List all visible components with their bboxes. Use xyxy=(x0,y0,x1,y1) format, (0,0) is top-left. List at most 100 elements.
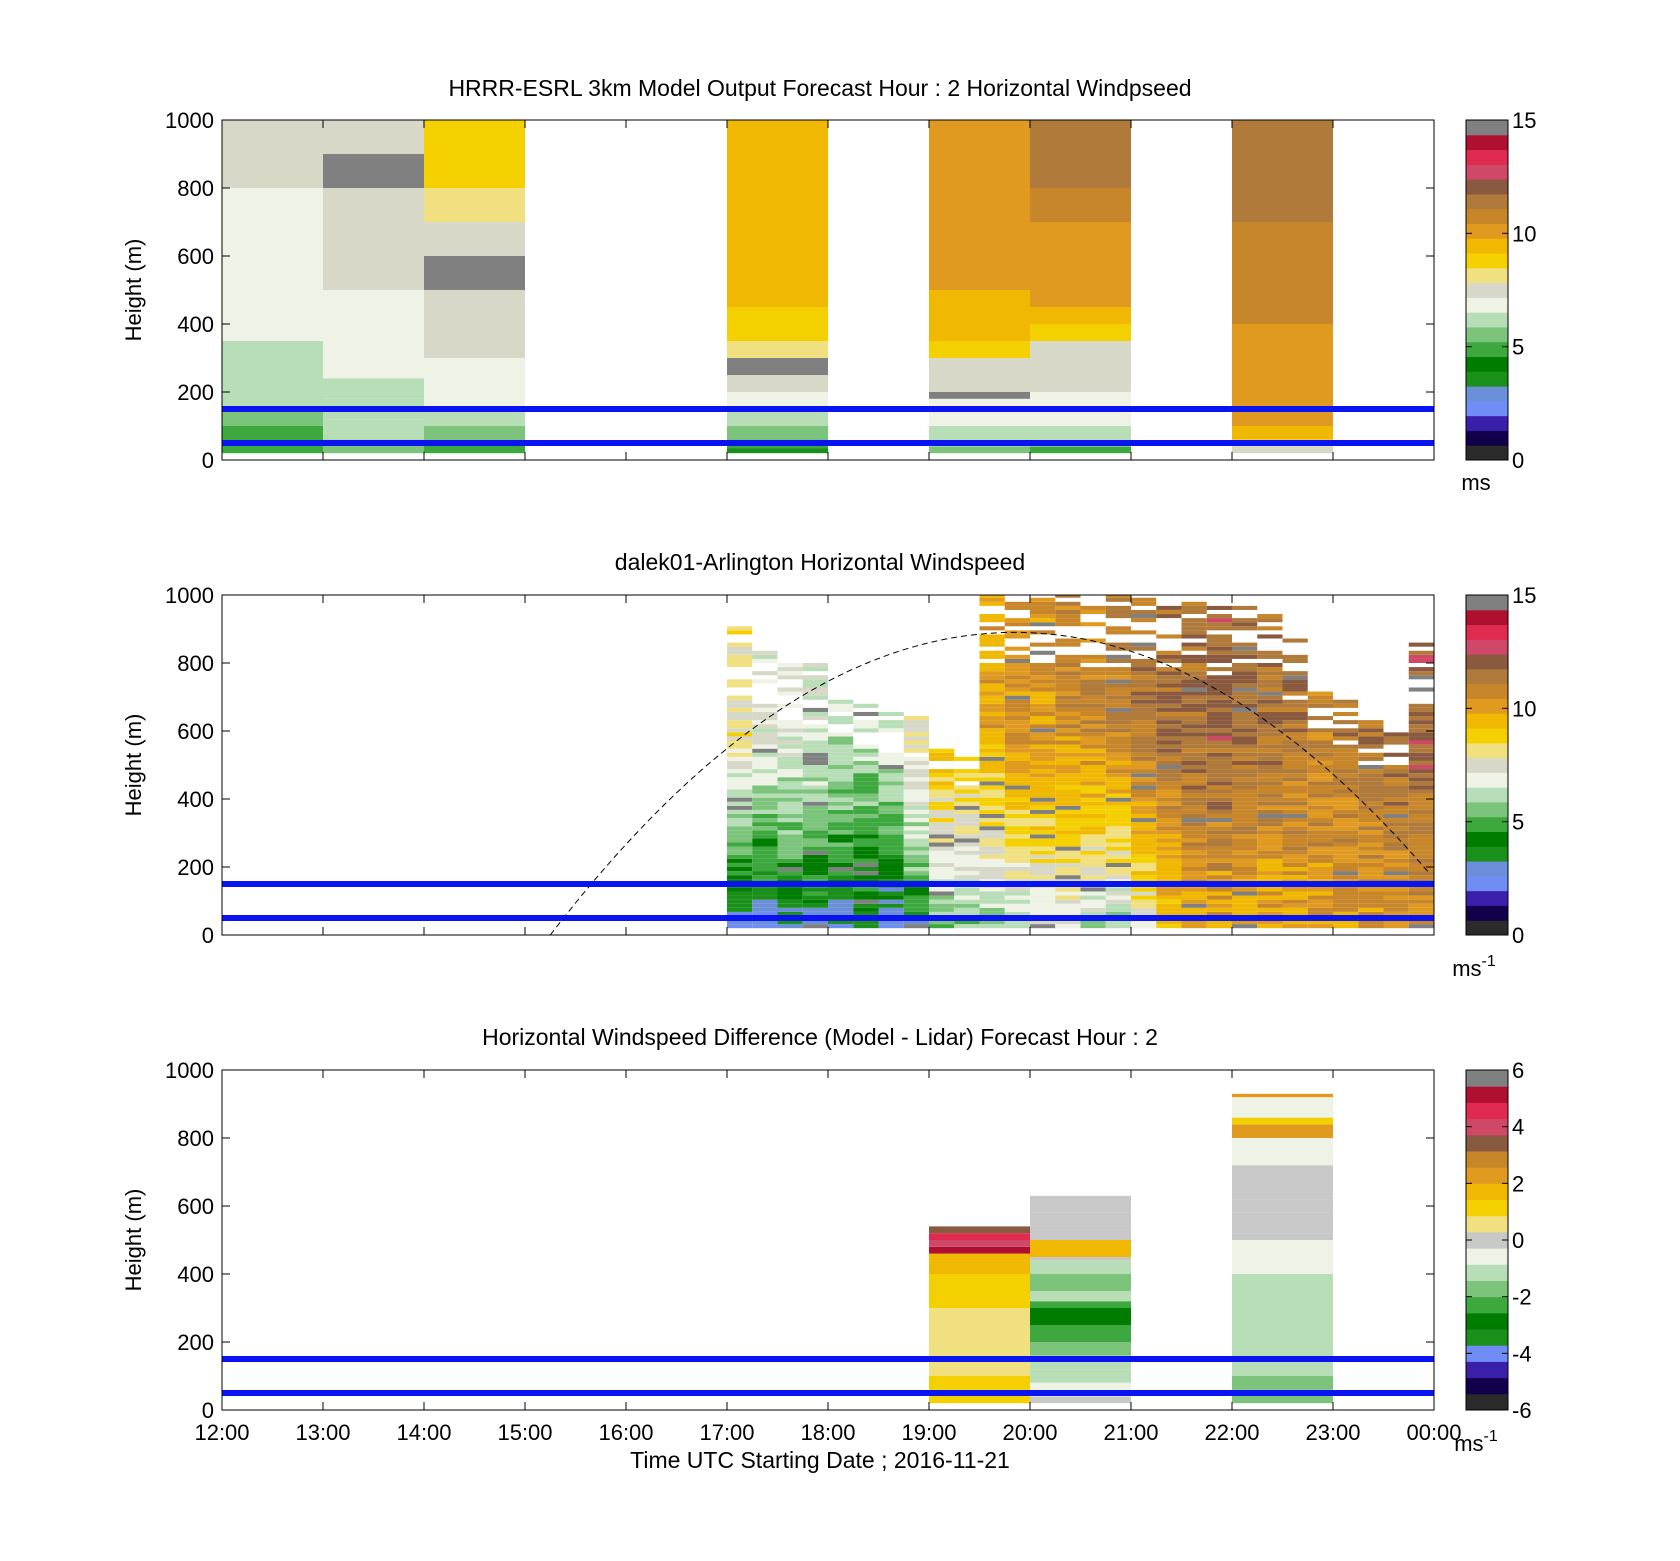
lidar-bin xyxy=(1030,887,1056,892)
lidar-bin xyxy=(954,805,980,810)
lidar-bin xyxy=(1156,773,1182,778)
lidar-bin xyxy=(802,663,828,668)
lidar-bin xyxy=(1282,720,1308,725)
lidar-bin xyxy=(1282,716,1308,721)
lidar-bin xyxy=(878,830,904,835)
lidar-bin xyxy=(802,907,828,912)
lidar-bin xyxy=(1383,785,1409,790)
lidar-bin xyxy=(1383,899,1409,904)
lidar-bin xyxy=(1257,614,1283,619)
lidar-bin xyxy=(1232,826,1258,831)
y-tick-label: 1000 xyxy=(165,108,214,133)
lidar-bin xyxy=(853,924,879,929)
lidar-bin xyxy=(1004,756,1030,761)
lidar-bin xyxy=(1408,736,1434,741)
lidar-bin xyxy=(1055,834,1081,839)
lidar-bin xyxy=(1282,813,1308,819)
lidar-bin xyxy=(1282,871,1308,876)
lidar-bin xyxy=(1055,871,1081,876)
lidar-bin xyxy=(1131,830,1157,835)
lidar-bin xyxy=(1408,830,1434,835)
lidar-bin xyxy=(727,658,753,663)
lidar-bin xyxy=(1358,752,1384,757)
lidar-bin xyxy=(979,801,1005,806)
lidar-bin xyxy=(1232,777,1258,782)
lidar-bin xyxy=(1131,773,1157,778)
lidar-bin xyxy=(1131,667,1157,672)
lidar-bin xyxy=(979,699,1005,704)
heatmap-cell xyxy=(1030,154,1131,188)
lidar-bin xyxy=(1282,654,1308,659)
lidar-bin xyxy=(929,801,955,806)
lidar-bin xyxy=(1105,720,1131,725)
lidar-bin xyxy=(1030,907,1056,912)
lidar-bin xyxy=(727,642,753,647)
lidar-bin xyxy=(1030,756,1056,761)
lidar-bin xyxy=(1333,752,1359,757)
lidar-bin xyxy=(1131,752,1157,757)
lidar-bin xyxy=(1282,867,1308,872)
lidar-bin xyxy=(777,875,803,880)
lidar-bin xyxy=(979,679,1005,684)
lidar-bin xyxy=(1080,899,1106,904)
lidar-bin xyxy=(1232,667,1258,672)
lidar-bin xyxy=(878,809,904,814)
lidar-bin xyxy=(1206,899,1232,904)
lidar-bin xyxy=(979,695,1005,700)
lidar-bin xyxy=(752,797,778,802)
colorbar-tick-label: 10 xyxy=(1512,696,1536,721)
lidar-bin xyxy=(802,801,828,806)
lidar-bin xyxy=(1004,679,1030,684)
lidar-bin xyxy=(1257,842,1283,847)
lidar-bin xyxy=(1080,728,1106,733)
lidar-bin xyxy=(1282,818,1308,823)
colorbar-segment xyxy=(1466,801,1508,818)
lidar-bin xyxy=(979,748,1005,753)
lidar-bin xyxy=(1206,891,1232,896)
lidar-bin xyxy=(802,822,828,827)
lidar-bin xyxy=(1004,797,1030,802)
lidar-bin xyxy=(802,830,828,835)
lidar-bin xyxy=(1030,920,1056,925)
lidar-bin xyxy=(1358,822,1384,827)
x-tick-label: 20:00 xyxy=(1002,1420,1057,1445)
lidar-bin xyxy=(954,773,980,778)
lidar-bin xyxy=(1181,801,1207,806)
lidar-bin xyxy=(1333,842,1359,847)
lidar-bin xyxy=(903,826,929,831)
lidar-bin xyxy=(878,895,904,900)
lidar-bin xyxy=(979,924,1005,929)
lidar-bin xyxy=(828,826,854,831)
lidar-bin xyxy=(1105,862,1131,867)
lidar-bin xyxy=(1307,895,1333,900)
lidar-bin xyxy=(1131,601,1157,606)
lidar-bin xyxy=(1004,765,1030,770)
lidar-bin xyxy=(1105,797,1131,802)
lidar-bin xyxy=(929,748,955,753)
heatmap-cell xyxy=(323,222,424,256)
lidar-bin xyxy=(777,891,803,896)
lidar-bin xyxy=(1030,846,1056,851)
lidar-bin xyxy=(1232,793,1258,798)
lidar-bin xyxy=(1307,907,1333,912)
lidar-bin xyxy=(727,850,753,855)
lidar-bin xyxy=(1030,699,1056,704)
lidar-bin xyxy=(1307,867,1333,872)
lidar-bin xyxy=(1131,924,1157,929)
lidar-bin xyxy=(1408,711,1434,717)
x-tick-label: 18:00 xyxy=(800,1420,855,1445)
colorbar-segment xyxy=(1466,1264,1508,1281)
y-tick-label: 800 xyxy=(177,651,214,676)
colorbar-segment xyxy=(1466,624,1508,640)
lidar-bin xyxy=(878,756,904,761)
lidar-bin xyxy=(752,854,778,859)
lidar-bin xyxy=(1307,818,1333,823)
x-ticks xyxy=(221,595,1435,935)
lidar-bin xyxy=(1004,867,1030,872)
lidar-bin xyxy=(853,838,879,843)
lidar-bin xyxy=(1055,838,1081,843)
lidar-bin xyxy=(1156,720,1182,725)
lidar-bin xyxy=(903,728,929,733)
y-tick-label: 200 xyxy=(177,1330,214,1355)
lidar-bin xyxy=(1131,703,1157,708)
